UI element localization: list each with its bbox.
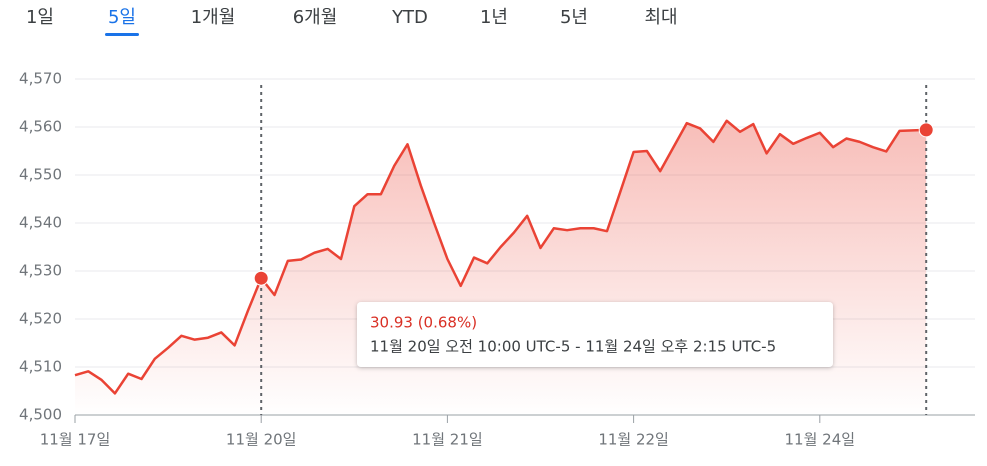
plot: 4,500 4,510 4,520 4,530 4,540 4,550 4,560 4,570… [19, 70, 975, 449]
price-line [74, 119, 927, 395]
tab-underline [105, 33, 139, 36]
tooltip-box [357, 302, 833, 367]
y-tick-label: 4,560 [19, 118, 62, 136]
tooltip-change: 30.93 (0.68%) [370, 314, 477, 332]
tab[interactable]: 1년 [480, 7, 508, 28]
tab[interactable]: 5년 [560, 7, 588, 28]
selection-point [918, 122, 934, 138]
x-tick-label: 11월 17일 [40, 431, 111, 449]
y-tick-label: 4,550 [19, 166, 62, 184]
y-tick-label: 4,510 [19, 358, 62, 376]
y-tick-label: 4,540 [19, 214, 62, 232]
tab[interactable]: 최대 [644, 7, 677, 28]
area-fill [75, 120, 927, 415]
y-tick-label: 4,530 [19, 262, 62, 280]
tab[interactable]: 1일 [26, 7, 54, 28]
y-tick-label: 4,500 [19, 406, 62, 424]
x-tick-label: 11월 21일 [412, 431, 483, 449]
x-tick-label: 11월 24일 [785, 431, 856, 449]
tooltip-range: 11월 20일 오전 10:00 UTC-5 - 11월 24일 오후 2:15… [370, 338, 776, 356]
x-tick-label: 11월 20일 [226, 431, 297, 449]
tab[interactable]: YTD [391, 7, 428, 28]
tab[interactable]: 5일 [108, 7, 136, 28]
x-tick-label: 11월 22일 [598, 431, 669, 449]
range-tabs: 1일 5일 1개월 6개월 YTD 1년 5년 최대 [26, 7, 678, 36]
y-tick-label: 4,520 [19, 310, 62, 328]
tooltip: 30.93 (0.68%) 11월 20일 오전 10:00 UTC-5 - 11… [357, 302, 833, 367]
tab[interactable]: 6개월 [293, 7, 338, 28]
tab[interactable]: 1개월 [191, 7, 236, 28]
selection-point [253, 270, 269, 286]
y-tick-label: 4,570 [19, 70, 62, 88]
